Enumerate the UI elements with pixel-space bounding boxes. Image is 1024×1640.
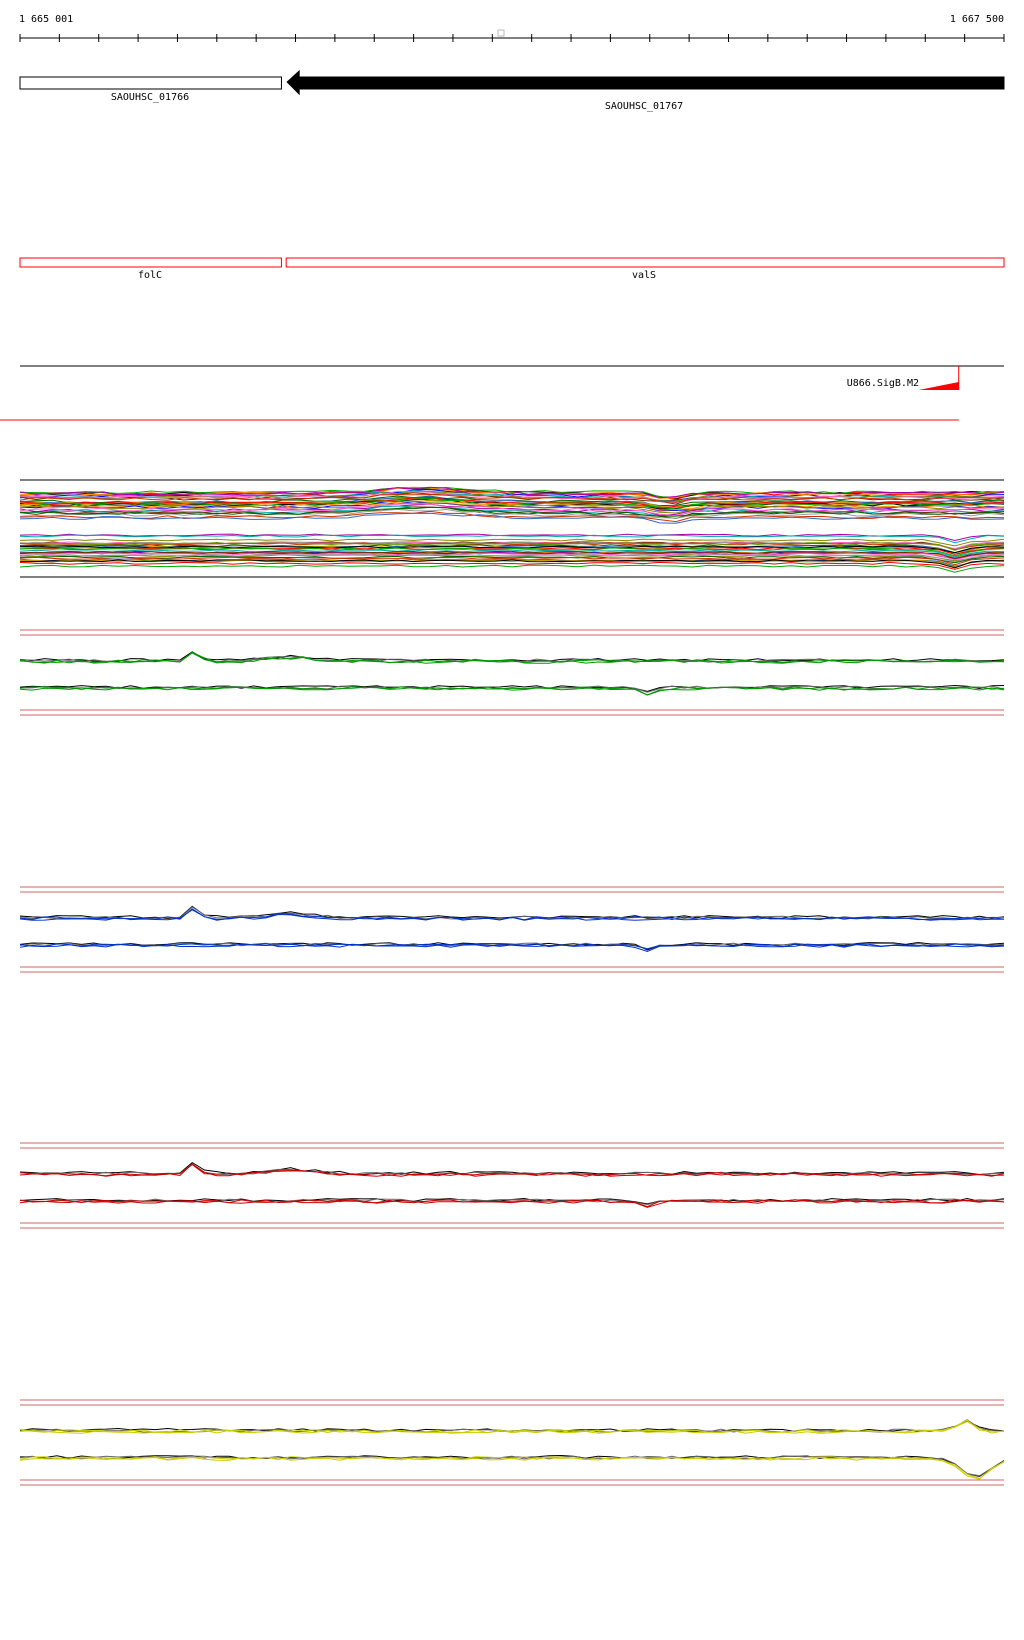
gene-arrow-saouhsc_01766	[19, 76, 282, 90]
sample-line	[19, 486, 1005, 499]
ruler-end-label: 1 667 500	[949, 14, 1004, 25]
gene-track	[19, 69, 1005, 96]
sample-line	[19, 494, 1005, 503]
expression-line-upper	[19, 1163, 1005, 1177]
sample-line	[19, 512, 1005, 524]
expression-line-upper	[19, 1419, 1005, 1434]
sample-line	[19, 503, 1005, 516]
gene-name-vals: valS	[631, 270, 657, 281]
sample-line	[19, 508, 1005, 519]
expression-line-lower	[19, 1199, 1005, 1208]
expression-line-lower	[19, 1456, 1005, 1480]
track-green	[19, 629, 1005, 716]
gene-name-track	[19, 257, 1005, 268]
coordinate-ruler	[19, 29, 1005, 42]
sample-line	[19, 498, 1005, 509]
expression-line-lower	[19, 686, 1005, 696]
expression-line-upper	[19, 1161, 1005, 1176]
track-red	[19, 1142, 1005, 1229]
feature-track	[0, 365, 1004, 421]
sample-line	[20, 559, 1005, 569]
expression-line-lower	[19, 1199, 1005, 1208]
ruler-start-label: 1 665 001	[19, 14, 74, 25]
sample-line	[19, 564, 1005, 573]
sample-line	[19, 552, 1005, 561]
expression-line-upper	[19, 909, 1005, 921]
sample-line	[19, 541, 1005, 551]
track-blue	[19, 886, 1005, 973]
expression-line-lower	[19, 943, 1005, 953]
gene-box-vals	[285, 257, 1005, 268]
sample-line	[19, 556, 1005, 566]
sample-line	[20, 500, 1005, 511]
expression-line-upper	[19, 1420, 1005, 1432]
gene-name-folc: folC	[137, 270, 163, 281]
sample-line	[19, 561, 1005, 570]
expression-line-upper	[19, 1419, 1005, 1433]
multi-sample-track	[19, 479, 1005, 578]
ruler-slider-handle	[497, 29, 505, 37]
gene-box-folc	[19, 257, 282, 268]
sample-line	[19, 506, 1005, 517]
gene-arrow-saouhsc_01767	[286, 69, 1005, 96]
expression-line-upper	[19, 652, 1005, 664]
sample-line	[19, 502, 1005, 514]
gene-label-saouhsc-01766: SAOUHSC_01766	[110, 92, 190, 103]
expression-tracks	[19, 629, 1005, 1486]
sample-line	[19, 533, 1005, 542]
sample-line	[19, 549, 1005, 558]
expression-line-upper	[19, 1420, 1005, 1434]
sample-line	[19, 553, 1005, 563]
feature-marker	[918, 382, 959, 390]
sample-line	[19, 534, 1005, 544]
sample-line	[19, 503, 1005, 517]
expression-line-lower	[19, 1455, 1005, 1477]
gene-label-saouhsc-01767: SAOUHSC_01767	[604, 101, 684, 112]
sample-line	[19, 510, 1005, 523]
sample-line	[19, 538, 1005, 547]
feature-label: U866.SigB.M2	[846, 378, 919, 389]
track-yellow	[19, 1399, 1005, 1486]
sample-line	[19, 547, 1005, 557]
sample-line	[19, 496, 1005, 509]
